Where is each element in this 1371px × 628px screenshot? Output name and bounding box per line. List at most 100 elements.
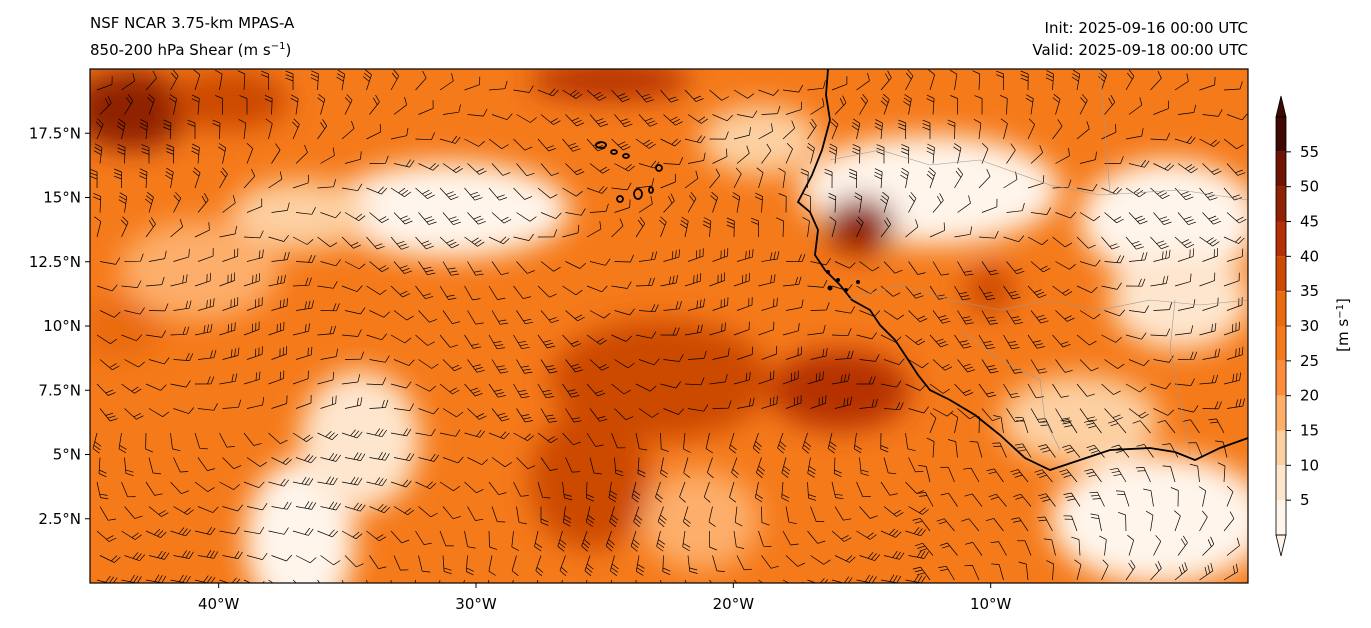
wind-barb — [608, 481, 618, 503]
wind-barb — [1030, 261, 1051, 273]
colorbar-tick-label: 35 — [1300, 282, 1319, 300]
wind-barb — [1188, 442, 1203, 458]
wind-barb — [534, 530, 543, 552]
wind-barb — [978, 230, 999, 239]
wind-barb — [99, 506, 117, 521]
wind-barb — [905, 69, 914, 91]
wind-barb — [1223, 372, 1242, 385]
wind-barb — [292, 323, 310, 336]
wind-barb — [117, 143, 126, 164]
wind-barb — [586, 185, 608, 194]
wind-barb — [516, 408, 533, 423]
wind-barb — [144, 192, 154, 213]
wind-barb — [1030, 310, 1049, 324]
wind-barb — [145, 432, 154, 453]
wind-barb — [1027, 118, 1036, 140]
wind-barb — [194, 376, 215, 385]
wind-barb — [540, 506, 549, 526]
wind-barb — [1104, 309, 1126, 317]
wind-barb — [936, 518, 955, 532]
moderate-shear-area — [120, 220, 280, 320]
wind-barb — [785, 101, 803, 115]
wind-barb — [418, 261, 436, 276]
island — [844, 288, 848, 292]
wind-barb — [165, 167, 174, 189]
wind-barb — [467, 408, 487, 420]
wind-barb — [761, 395, 778, 409]
country-border — [1099, 69, 1111, 196]
wind-barb — [145, 528, 167, 538]
wind-barb — [92, 432, 102, 454]
wind-barb — [415, 334, 435, 346]
wind-barb — [222, 399, 242, 409]
wind-barb — [957, 310, 974, 325]
wind-barb — [464, 530, 476, 549]
island — [655, 164, 663, 172]
wind-barb — [709, 89, 729, 101]
wind-barb — [586, 221, 602, 238]
wind-barb — [991, 563, 1004, 581]
wind-barb — [687, 114, 709, 124]
wind-barb — [736, 397, 755, 409]
wind-barb — [660, 327, 680, 336]
wind-barb — [344, 151, 362, 164]
wind-barb — [271, 298, 288, 311]
wind-barb — [781, 481, 790, 502]
wind-barb — [905, 285, 924, 299]
wind-barb — [439, 481, 461, 492]
wind-barb — [145, 330, 167, 338]
wind-barb — [1013, 493, 1032, 507]
wind-barb — [268, 370, 285, 385]
wind-barb — [1027, 236, 1049, 246]
colorbar-block — [1276, 465, 1286, 501]
wind-barb — [611, 182, 632, 191]
wind-barb — [1226, 296, 1243, 311]
wind-barb — [709, 131, 729, 140]
wind-barb — [776, 217, 784, 238]
wind-barb — [638, 195, 653, 213]
wind-barb — [390, 428, 412, 437]
wind-barb — [219, 481, 240, 490]
wind-barb — [173, 248, 190, 262]
wind-barb — [390, 530, 410, 544]
wind-barb — [1006, 310, 1023, 325]
wind-barb — [95, 118, 104, 140]
wind-barb — [390, 127, 409, 140]
wind-barb — [265, 118, 273, 140]
wind-barb — [684, 324, 703, 336]
wind-barb — [121, 73, 136, 91]
wind-barb — [589, 163, 610, 174]
wind-barb — [859, 506, 878, 519]
wind-barb — [369, 555, 387, 570]
wind-barb — [833, 457, 842, 478]
field-title-main: 850-200 hPa Shear (m s — [90, 41, 271, 59]
wind-barb — [1076, 383, 1095, 397]
wind-barb — [834, 396, 852, 409]
wind-barb — [635, 555, 645, 576]
wind-barb — [985, 518, 1004, 532]
wind-barb — [170, 574, 191, 583]
wind-barb — [121, 280, 142, 288]
wind-barb — [344, 212, 366, 222]
wind-barb — [1109, 467, 1127, 483]
wind-barb — [684, 170, 699, 189]
wind-barb — [219, 167, 228, 189]
wind-barb — [366, 123, 382, 140]
wind-barb — [369, 310, 391, 318]
wind-barb — [243, 321, 260, 336]
wind-barb — [415, 530, 432, 545]
wind-barb — [1125, 69, 1135, 91]
wind-barb — [1174, 510, 1181, 532]
wind-barb — [611, 334, 633, 342]
wind-barb — [121, 574, 142, 583]
wind-barb — [964, 565, 980, 581]
wind-barb — [1016, 540, 1032, 556]
colorbar-block — [1276, 430, 1286, 466]
wind-barb — [268, 432, 288, 445]
high-shear-area — [550, 320, 770, 440]
wind-barb — [442, 212, 462, 226]
wind-barb — [712, 114, 734, 122]
wind-barb — [900, 167, 909, 189]
colorbar-tick-label: 15 — [1300, 422, 1319, 440]
wind-barb — [1111, 444, 1130, 458]
